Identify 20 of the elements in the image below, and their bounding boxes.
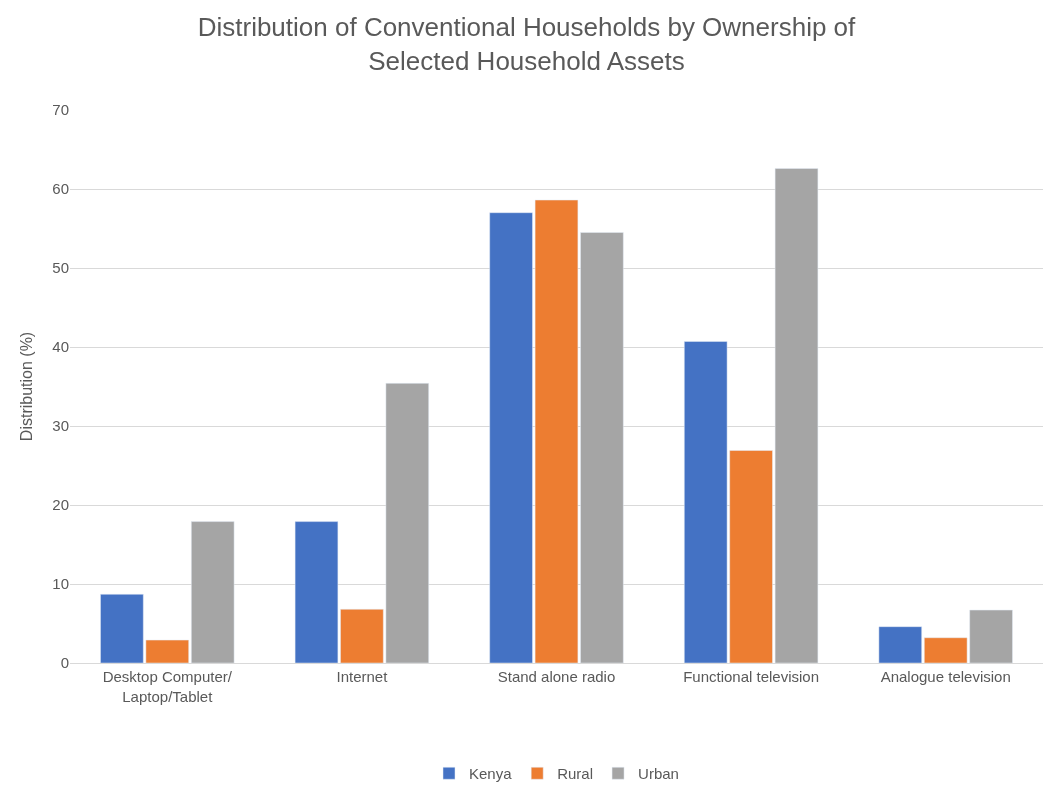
y-tick-label: 60 — [52, 180, 69, 198]
legend-label: Urban — [638, 765, 679, 783]
chart-title: Distribution of Conventional Households by Ownership of Selected Household Assets — [197, 12, 857, 76]
y-tick-label: 50 — [52, 259, 69, 277]
bar — [191, 521, 235, 663]
bar — [878, 626, 922, 663]
y-tick-label: 40 — [52, 338, 69, 356]
y-tick-label: 10 — [52, 575, 69, 593]
x-tick-label: Functional television — [683, 668, 820, 685]
legend-label: Rural — [557, 765, 594, 783]
x-tick-label: Analogue television — [880, 668, 1011, 685]
x-tick-label: Stand alone radio — [497, 668, 616, 685]
y-tick-label: 70 — [52, 101, 69, 119]
y-tick-label: 30 — [52, 417, 69, 435]
y-tick-label: 20 — [52, 496, 69, 514]
y-tick-label: 0 — [60, 654, 69, 672]
x-tick-label: Desktop Computer/ Laptop/Tablet — [102, 668, 233, 705]
x-tick-label: Internet — [336, 668, 389, 685]
legend-label: Kenya — [469, 765, 513, 783]
y-axis-title: Distribution (%) — [18, 331, 36, 442]
